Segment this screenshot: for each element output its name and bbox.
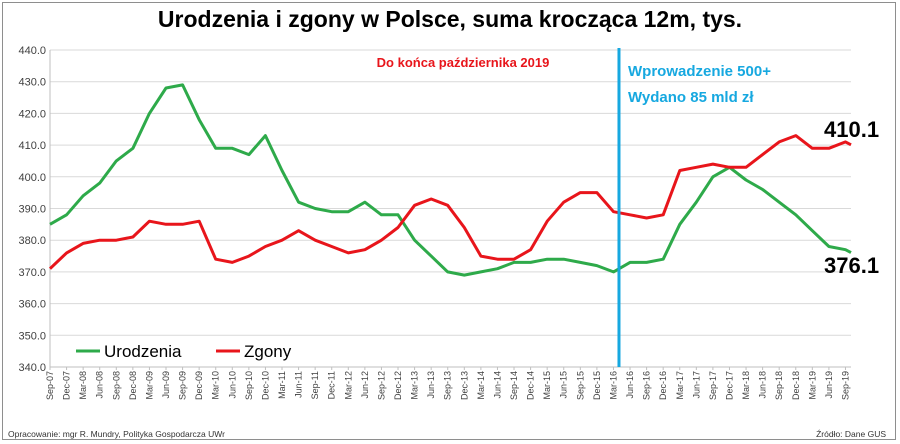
x-tick-label: Dec-11 — [327, 371, 337, 399]
x-tick-label: Mar-19 — [807, 371, 817, 400]
end-label-zgony: 410.1 — [824, 117, 879, 142]
y-tick-label: 380.0 — [18, 235, 46, 247]
x-tick-label: Jun-15 — [559, 371, 569, 399]
x-tick-label: Jun-13 — [426, 371, 436, 399]
author-credit: Opracowanie: mgr R. Mundry, Polityka Gos… — [8, 429, 225, 439]
y-tick-label: 400.0 — [18, 172, 46, 184]
x-tick-label: Mar-12 — [343, 371, 353, 400]
y-tick-label: 370.0 — [18, 267, 46, 279]
x-tick-label: Sep-12 — [376, 371, 386, 400]
x-tick-label: Dec-10 — [260, 371, 270, 400]
x-tick-label: Dec-12 — [393, 371, 403, 400]
x-tick-label: Sep-14 — [509, 371, 519, 400]
x-tick-label: Sep-16 — [642, 371, 652, 400]
x-tick-label: Mar-18 — [741, 371, 751, 400]
x-tick-label: Jun-12 — [360, 371, 370, 399]
x-tick-label: Mar-09 — [144, 371, 154, 400]
y-tick-label: 420.0 — [18, 108, 46, 120]
data-source: Źródło: Dane GUS — [816, 429, 886, 439]
x-tick-label: Dec-14 — [526, 371, 536, 400]
legend-label-urodzenia: Urodzenia — [104, 342, 182, 361]
x-tick-label: Sep-13 — [443, 371, 453, 400]
x-tick-label: Sep-15 — [575, 371, 585, 400]
x-tick-label: Sep-18 — [774, 371, 784, 400]
x-tick-label: Dec-13 — [459, 371, 469, 400]
x-tick-label: Dec-09 — [194, 371, 204, 400]
marker-label-spending: Wydano 85 mld zł — [628, 89, 754, 106]
x-tick-label: Sep-11 — [310, 371, 320, 399]
x-tick-label: Sep-19 — [840, 371, 850, 400]
x-tick-label: Dec-08 — [128, 371, 138, 400]
x-tick-label: Jun-08 — [95, 371, 105, 399]
series-line-urodzenia — [49, 83, 852, 277]
x-tick-label: Mar-17 — [675, 371, 685, 400]
end-label-urodzenia: 376.1 — [824, 253, 879, 278]
x-tick-label: Jun-14 — [492, 371, 502, 399]
series-lines — [48, 83, 852, 277]
legend: Urodzenia Zgony — [76, 342, 292, 361]
x-tick-label: Jun-18 — [758, 371, 768, 399]
x-axis: Sep-07 Dec-07 Mar-08 Jun-08 Sep-08 Dec-08 Mar-… — [45, 367, 850, 400]
y-tick-label: 390.0 — [18, 204, 46, 216]
y-tick-label: 410.0 — [18, 140, 46, 152]
chart-subtitle: Do końca października 2019 — [377, 55, 550, 70]
x-tick-label: Jun-10 — [227, 371, 237, 399]
chart-title: Urodzenia i zgony w Polsce, suma krocząc… — [157, 6, 743, 32]
x-tick-label: Jun-16 — [625, 371, 635, 399]
x-tick-label: Dec-18 — [791, 371, 801, 400]
x-tick-label: Dec-17 — [724, 371, 734, 400]
marker-label-policy: Wprowadzenie 500+ — [628, 63, 771, 80]
x-tick-label: Mar-14 — [476, 371, 486, 400]
y-tick-label: 350.0 — [18, 330, 46, 342]
y-tick-label: 340.0 — [18, 362, 46, 374]
x-tick-label: Dec-15 — [592, 371, 602, 400]
x-tick-label: Jun-09 — [161, 371, 171, 399]
y-tick-label: 360.0 — [18, 299, 46, 311]
x-tick-label: Dec-07 — [62, 371, 72, 400]
y-tick-label: 430.0 — [18, 77, 46, 89]
x-tick-label: Sep-10 — [244, 371, 254, 400]
x-tick-label: Sep-07 — [45, 371, 55, 400]
y-axis: 340.0 350.0 360.0 370.0 380.0 390.0 400.0 410.0… — [18, 45, 851, 374]
x-tick-label: Mar-11 — [277, 371, 287, 399]
y-tick-label: 440.0 — [18, 45, 46, 57]
x-tick-label: Mar-08 — [78, 371, 88, 400]
x-tick-label: Mar-16 — [608, 371, 618, 400]
x-tick-label: Dec-16 — [658, 371, 668, 400]
x-tick-label: Mar-13 — [410, 371, 420, 400]
x-tick-label: Mar-10 — [211, 371, 221, 400]
x-tick-label: Sep-17 — [708, 371, 718, 400]
x-tick-label: Sep-08 — [111, 371, 121, 400]
x-tick-label: Jun-19 — [824, 371, 834, 399]
legend-label-zgony: Zgony — [244, 342, 292, 361]
x-tick-label: Jun-11 — [294, 371, 304, 398]
x-tick-label: Jun-17 — [691, 371, 701, 399]
series-line-zgony — [48, 134, 852, 270]
x-tick-label: Mar-15 — [542, 371, 552, 400]
x-tick-label: Sep-09 — [178, 371, 188, 400]
